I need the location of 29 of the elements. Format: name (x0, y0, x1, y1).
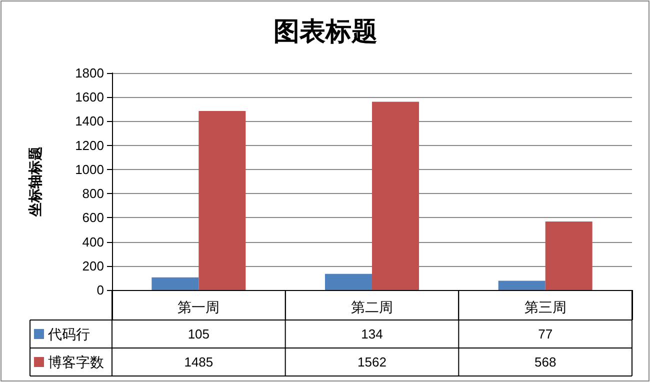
legend-label: 博客字数 (48, 354, 104, 370)
data-label: 134 (361, 326, 383, 342)
legend-label: 代码行 (47, 326, 90, 342)
bar (545, 222, 592, 290)
data-label: 568 (534, 354, 556, 370)
bar (152, 277, 199, 290)
chart-title: 图表标题 (274, 17, 378, 47)
y-tick-label: 1000 (75, 162, 104, 177)
bar (198, 110, 246, 290)
data-label: 105 (188, 326, 210, 342)
y-axis-title: 坐标轴标题 (27, 146, 43, 218)
data-label: 1485 (184, 354, 214, 370)
data-label: 1562 (358, 354, 386, 370)
y-tick-label: 200 (82, 258, 104, 274)
bar (498, 280, 546, 290)
data-label: 77 (538, 326, 553, 342)
y-tick-label: 600 (82, 210, 104, 226)
x-tick-label: 第二周 (351, 299, 393, 315)
x-tick-label: 第三周 (524, 299, 566, 315)
bar (325, 274, 372, 290)
y-tick-label: 1200 (75, 138, 104, 153)
y-tick-label: 1600 (75, 90, 104, 105)
y-tick-label: 1400 (75, 114, 104, 129)
y-tick-label: 1800 (75, 66, 104, 80)
y-tick-label: 0 (96, 282, 104, 298)
bar (372, 102, 419, 290)
x-tick-label: 第一周 (178, 299, 220, 315)
y-tick-label: 800 (82, 186, 104, 202)
y-tick-label: 400 (82, 234, 104, 250)
